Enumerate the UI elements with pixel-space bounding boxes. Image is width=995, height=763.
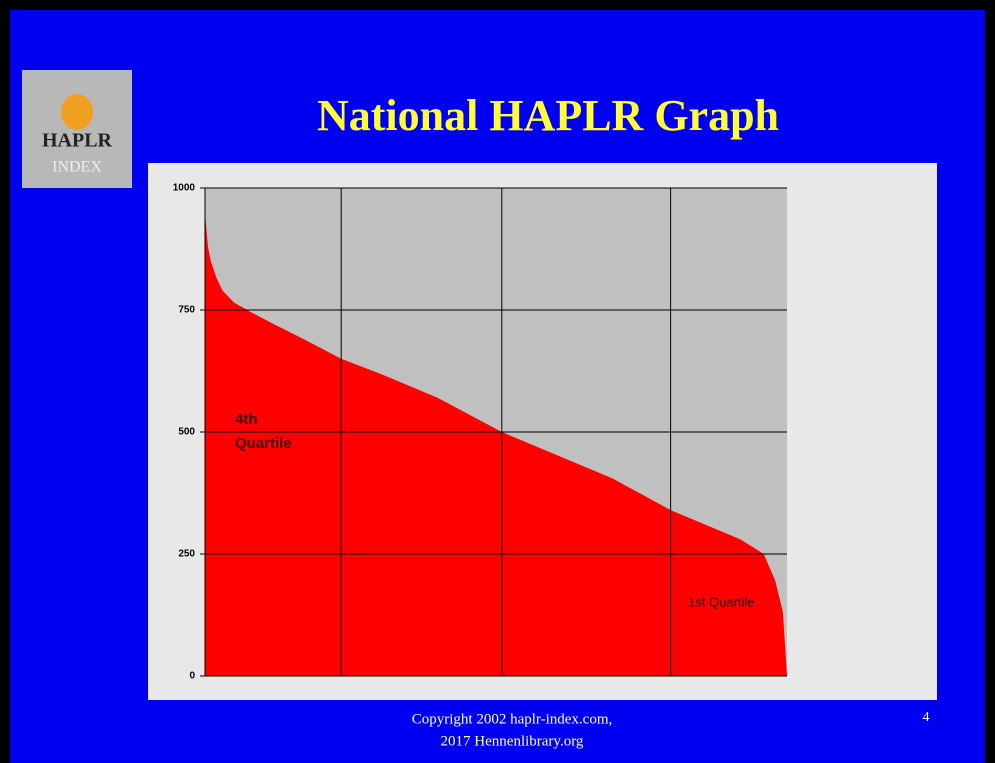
page-number: 4 [923,710,930,725]
footer-line: Copyright 2002 haplr-index.com, [412,711,613,727]
logo-text: HAPLR [42,130,113,152]
logo-subtext: INDEX [52,159,102,176]
y-tick-label: 0 [189,671,195,682]
annotation: Quartile [235,435,292,452]
slide-title: National HAPLR Graph [317,91,779,140]
y-tick-label: 750 [178,305,195,316]
y-tick-label: 500 [178,427,195,438]
area [205,212,787,676]
y-tick-label: 250 [178,549,195,560]
chart: 0 250 500 750 1000 4th Quartile 1st Quartile [173,183,787,682]
logo: HAPLR INDEX [22,70,132,188]
logo-flame [61,94,93,130]
y-tick-label: 1000 [173,183,196,194]
annotation: 1st Quartile [688,594,754,609]
footer-line: 2017 Hennenlibrary.org [441,733,584,749]
annotation: 4th [235,411,258,428]
